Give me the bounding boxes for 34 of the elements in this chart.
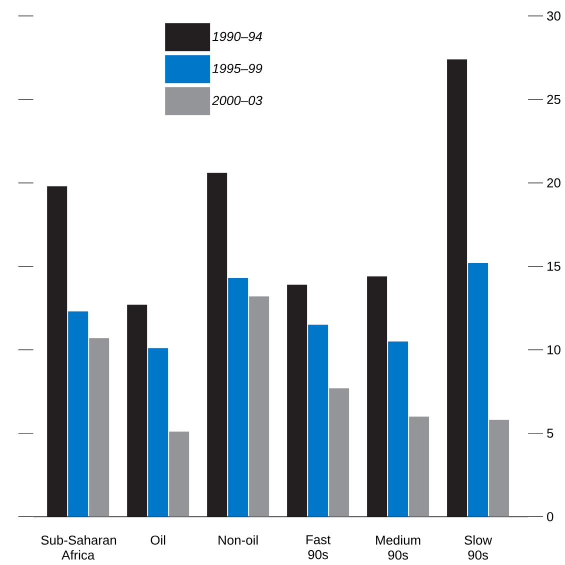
bar — [249, 296, 270, 517]
bar — [367, 276, 388, 517]
bar — [308, 324, 328, 517]
bar — [89, 338, 110, 517]
bar — [68, 312, 88, 517]
bar — [228, 278, 248, 517]
bar — [127, 304, 148, 517]
legend-label: 1990–94 — [212, 32, 262, 42]
y-tick-label: 30 — [547, 12, 560, 21]
y-tick-label: 25 — [547, 95, 560, 104]
bar — [489, 420, 510, 517]
legend-label: 1995–99 — [212, 64, 262, 74]
x-tick-label: Fast 90s — [306, 535, 331, 560]
x-tick-label: Non-oil — [218, 535, 258, 545]
bar — [447, 60, 468, 517]
bar — [169, 432, 190, 517]
bar — [329, 388, 350, 517]
y-tick-label: 5 — [547, 428, 554, 438]
bar — [287, 284, 308, 517]
y-tick-label: 0 — [547, 512, 554, 522]
x-tick-label: Slow 90s — [464, 535, 492, 560]
bar — [388, 342, 408, 517]
bar — [148, 348, 168, 517]
x-tick-label: Sub-Saharan Africa — [41, 535, 116, 560]
bar — [409, 416, 430, 517]
x-tick-label: Oil — [150, 535, 166, 545]
legend-label: 2000–03 — [212, 96, 262, 106]
y-tick-label: 15 — [548, 262, 560, 272]
y-tick-label: 20 — [547, 178, 560, 188]
x-tick-label: Medium 90s — [376, 535, 420, 560]
y-tick-label: 10 — [548, 345, 560, 355]
bar — [468, 263, 488, 517]
bar — [47, 186, 68, 517]
bar — [207, 173, 228, 517]
